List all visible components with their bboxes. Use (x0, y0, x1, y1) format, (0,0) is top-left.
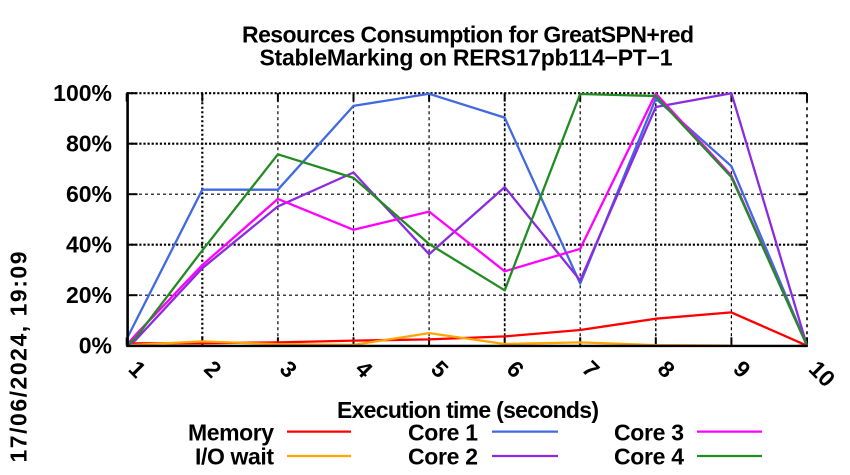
svg-text:100%: 100% (53, 80, 112, 106)
svg-text:Execution time (seconds): Execution time (seconds) (337, 397, 599, 423)
svg-text:StableMarking on RERS17pb114−P: StableMarking on RERS17pb114−PT−1 (260, 44, 673, 70)
svg-text:Memory: Memory (188, 420, 274, 446)
svg-text:Core 2: Core 2 (408, 444, 478, 470)
svg-text:Core 3: Core 3 (614, 420, 684, 446)
svg-text:0%: 0% (79, 333, 112, 359)
svg-text:60%: 60% (66, 181, 112, 207)
svg-text:40%: 40% (66, 232, 112, 258)
svg-text:I/O wait: I/O wait (195, 444, 274, 470)
svg-text:20%: 20% (66, 282, 112, 308)
svg-text:80%: 80% (66, 131, 112, 157)
svg-text:17/06/2024, 19:09: 17/06/2024, 19:09 (5, 252, 31, 463)
svg-text:Core 4: Core 4 (614, 444, 684, 470)
svg-text:Core 1: Core 1 (408, 420, 478, 446)
svg-text:Resources Consumption for Grea: Resources Consumption for GreatSPN+red (242, 21, 694, 47)
